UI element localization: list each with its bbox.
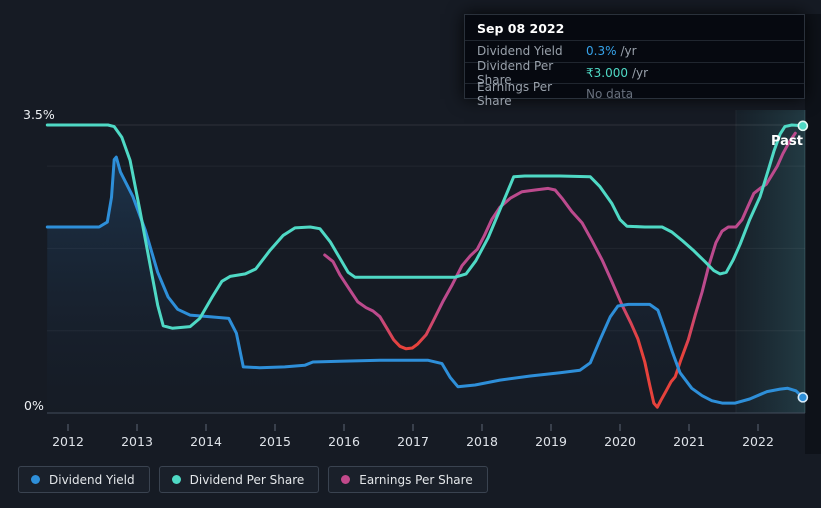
dividend-yield-end-dot (797, 392, 809, 403)
tooltip-value: No data (586, 87, 634, 102)
tooltip-date: Sep 08 2022 (477, 21, 565, 36)
dividend-yield-area (47, 157, 803, 413)
tooltip-label: Dividend Yield (477, 44, 563, 59)
dividend-yield-line (45, 155, 805, 405)
legend-label: Dividend Yield (49, 472, 135, 487)
earnings-per-share-dot-icon (341, 475, 351, 484)
y-axis-max-label: 3.5% (23, 107, 55, 122)
svg-text:2014: 2014 (190, 434, 222, 449)
tooltip-value: ₹3.000/yr (586, 65, 649, 80)
tooltip-row-dividend-yield: Dividend Yield 0.3%/yr (465, 40, 804, 62)
dividend-per-share-dot-icon (171, 475, 181, 484)
tooltip-label: Dividend Per Share (477, 58, 554, 87)
svg-text:2018: 2018 (466, 434, 498, 449)
legend-item-dividend-per-share[interactable]: Dividend Per Share (158, 466, 320, 493)
chart-legend: Dividend Yield Dividend Per Share Earnin… (18, 466, 488, 493)
svg-text:2017: 2017 (397, 434, 429, 449)
svg-text:2015: 2015 (259, 434, 291, 449)
svg-text:2020: 2020 (604, 434, 636, 449)
dividend-per-share-line (45, 123, 805, 330)
svg-text:2016: 2016 (328, 434, 360, 449)
tooltip-value: 0.3%/yr (586, 44, 637, 59)
legend-item-earnings-per-share[interactable]: Earnings Per Share (328, 466, 488, 493)
tooltip-row-dividend-per-share: Dividend Per Share ₹3.000/yr (465, 58, 804, 87)
dividend-per-share-end-dot (797, 120, 809, 132)
tooltip: Sep 08 2022 Dividend Yield 0.3%/yr Divid… (464, 14, 805, 108)
x-axis-ticks (67, 424, 759, 431)
svg-text:2012: 2012 (52, 434, 84, 449)
x-axis-year-labels: 2012 2013 2014 2015 2016 2017 2018 2019 2020 2021… (52, 434, 774, 449)
svg-text:2013: 2013 (121, 434, 153, 449)
past-label: Past (771, 134, 803, 149)
earnings-per-share-line (323, 131, 797, 409)
y-axis-zero-label: 0% (24, 398, 44, 413)
dividend-yield-dot-icon (31, 475, 40, 484)
svg-text:2021: 2021 (673, 434, 705, 449)
legend-item-dividend-yield[interactable]: Dividend Yield (18, 466, 150, 493)
tooltip-label: Earnings Per Share (477, 80, 553, 109)
legend-label: Dividend Per Share (189, 472, 305, 487)
svg-text:2022: 2022 (742, 434, 774, 449)
right-edge-shade (805, 14, 821, 454)
gridlines (47, 110, 806, 413)
past-highlight-band (735, 110, 805, 413)
legend-label: Earnings Per Share (359, 472, 473, 487)
tooltip-row-earnings-per-share: Earnings Per Share No data (465, 80, 804, 109)
svg-text:2019: 2019 (535, 434, 567, 449)
